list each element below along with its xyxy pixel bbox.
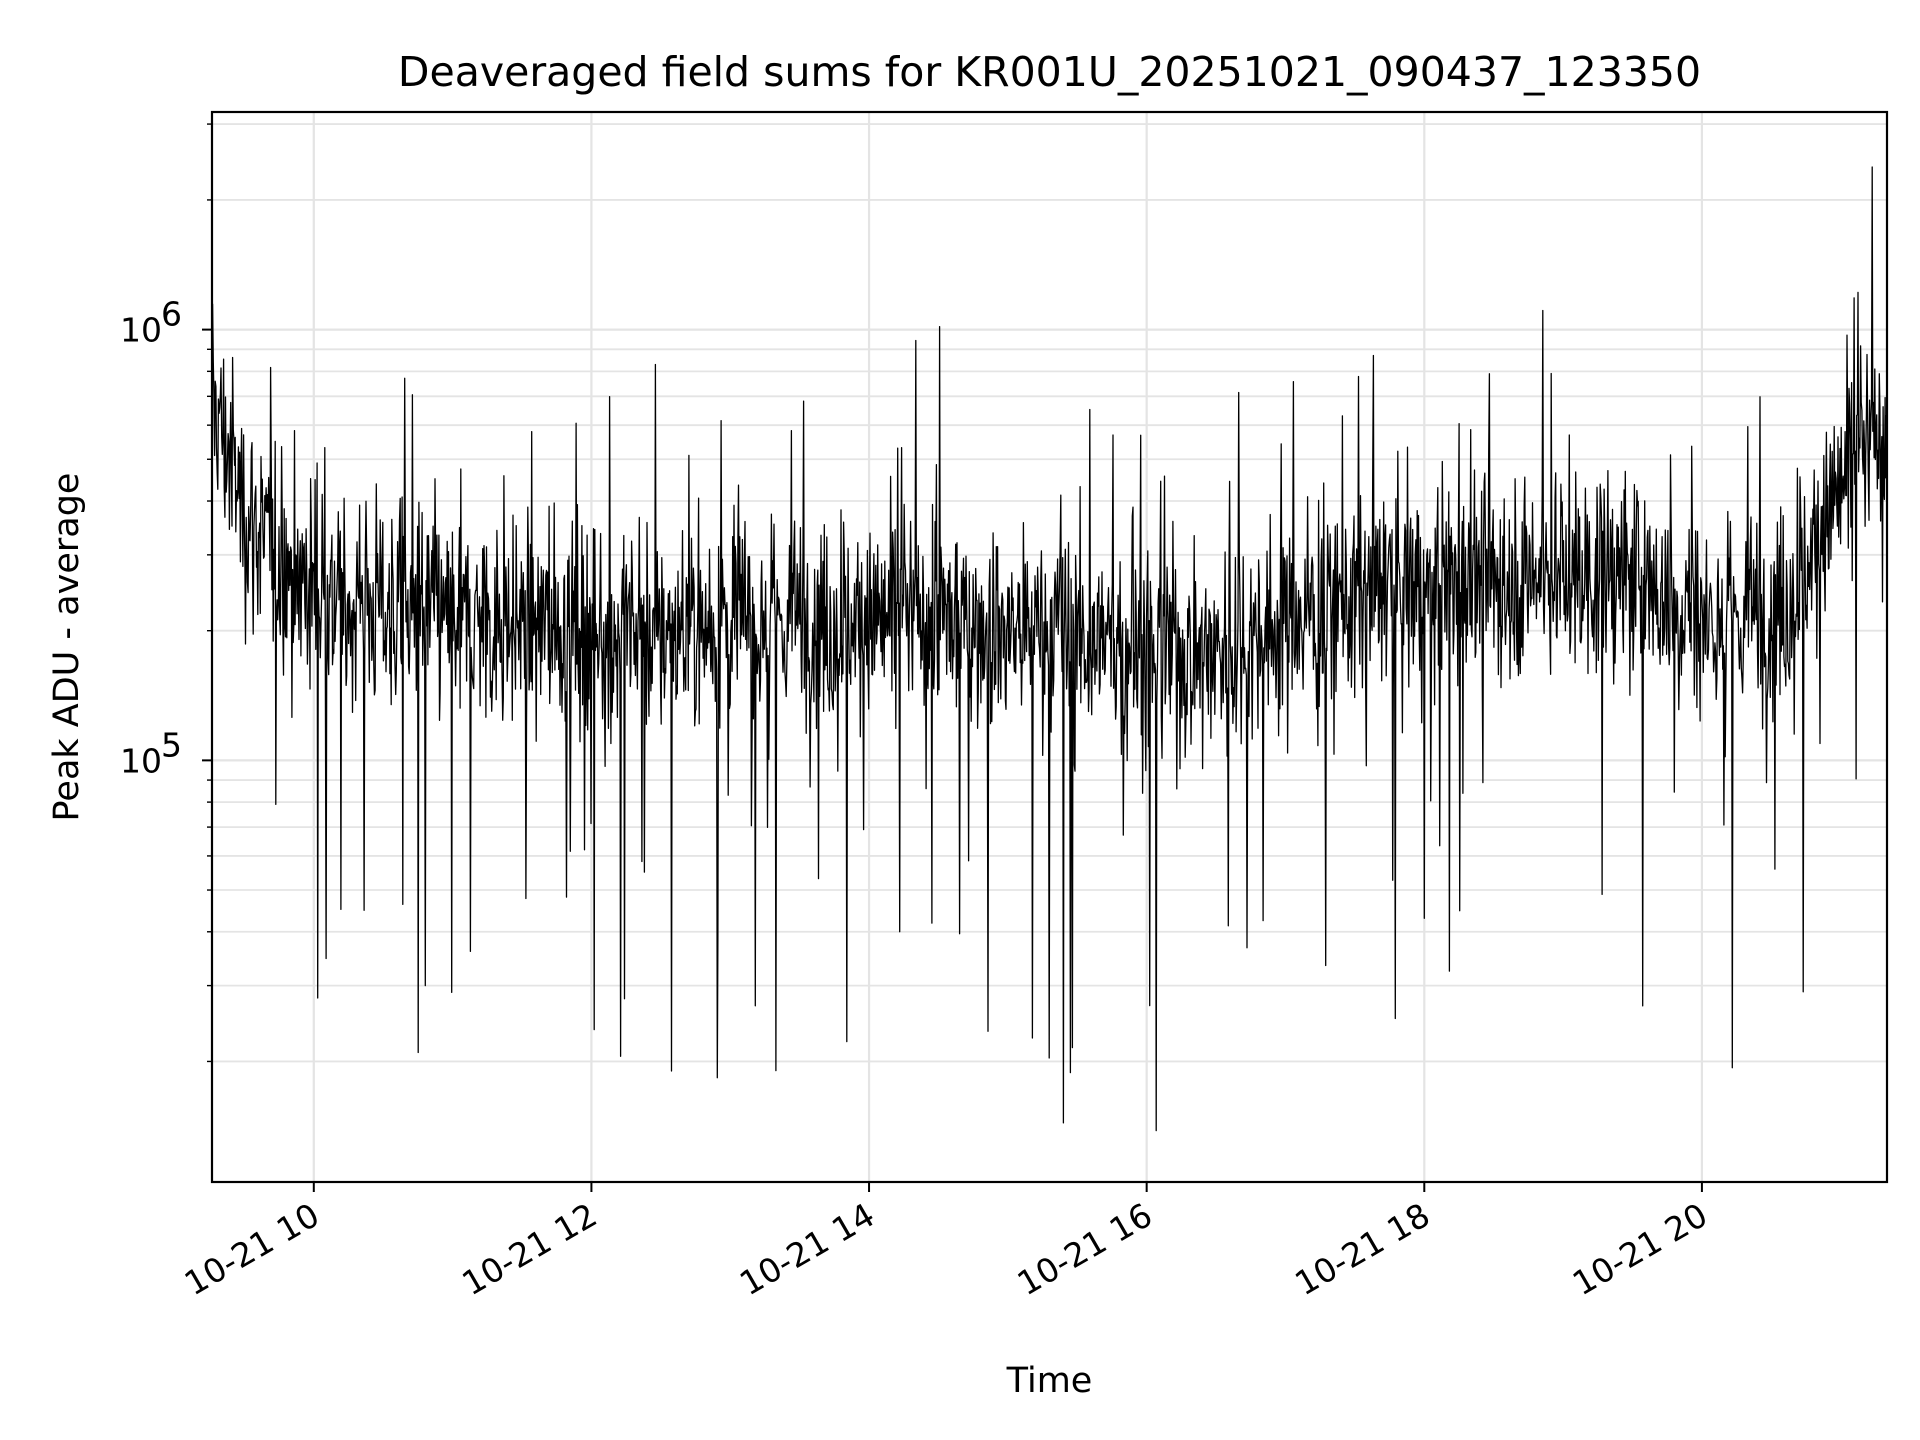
x-tick-label: 10-21 20 xyxy=(1566,1195,1714,1303)
x-tick-label: 10-21 12 xyxy=(455,1195,603,1303)
x-tick-label: 10-21 14 xyxy=(733,1195,881,1303)
y-tick-exponent: 5 xyxy=(161,725,182,764)
y-tick-exponent: 6 xyxy=(161,295,182,334)
data-layer xyxy=(211,166,1888,1132)
x-tick-label: 10-21 10 xyxy=(178,1195,326,1303)
x-axis-title: Time xyxy=(1006,1361,1093,1401)
y-tick-base: 10 xyxy=(120,741,162,780)
x-tick-label: 10-21 18 xyxy=(1288,1195,1436,1303)
plot-frame xyxy=(210,110,1889,1184)
chart-title: Deaveraged field sums for KR001U_2025102… xyxy=(398,48,1701,96)
series-line xyxy=(211,166,1888,1132)
y-tick-label: 10 xyxy=(120,311,162,350)
x-tick-label: 10-21 16 xyxy=(1011,1195,1159,1303)
ticks: 10 510 610-21 10 10-21 12 10-21 14 10-21 16 10… xyxy=(120,123,1714,1303)
y-tick-base: 10 xyxy=(120,311,162,350)
y-tick-label: 10 xyxy=(120,741,162,780)
y-axis-title: Peak ADU - average xyxy=(47,473,87,822)
